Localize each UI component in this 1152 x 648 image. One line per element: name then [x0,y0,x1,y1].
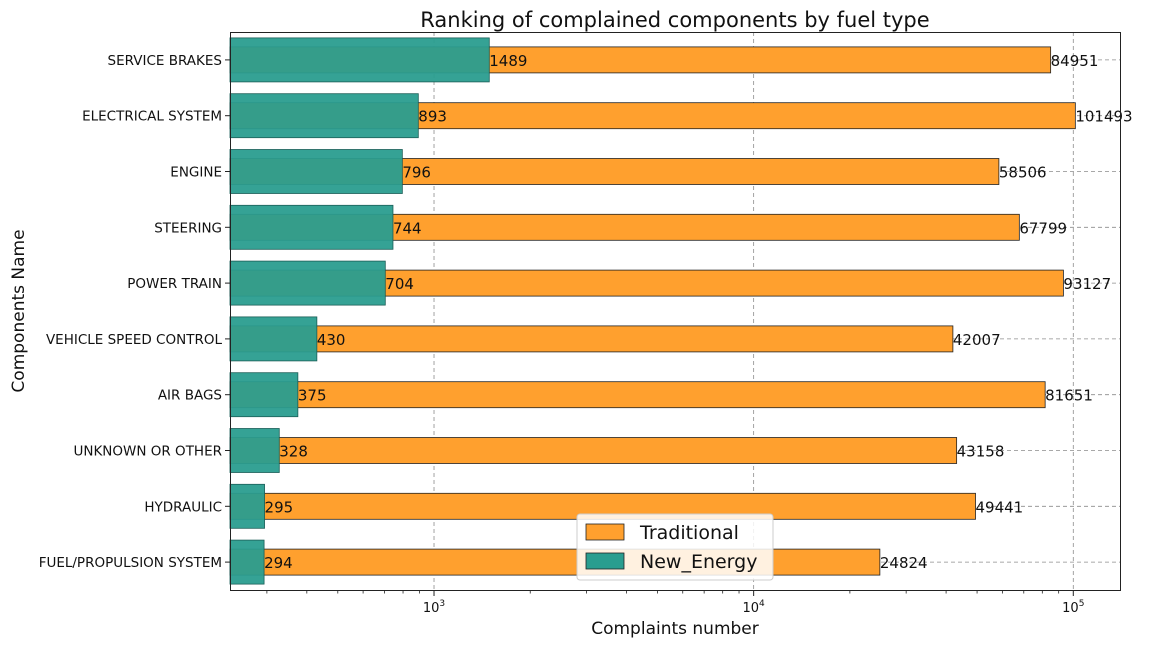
bar-new-energy [229,483,265,529]
value-label-new-energy: 893 [418,108,447,126]
chart-title: Ranking of complained components by fuel… [420,8,929,32]
bar-new-energy [229,316,318,362]
bar-new-energy [229,93,419,139]
value-label-traditional: 58506 [999,164,1047,182]
category-label: SERVICE BRAKES [108,53,223,69]
value-label-traditional: 43158 [957,443,1005,461]
bar-new-energy [229,37,490,83]
value-label-new-energy: 430 [317,331,346,349]
bar-new-energy [229,204,394,250]
category-label: STEERING [154,220,222,236]
value-label-new-energy: 704 [385,275,414,293]
bar-new-energy [229,372,299,418]
x-axis: 103 104 105 [266,590,1084,616]
value-label-new-energy: 294 [264,554,293,572]
bar-traditional [229,381,1046,409]
x-tick-label: 104 [743,599,766,616]
value-label-new-energy: 295 [265,498,294,516]
category-label: AIR BAGS [158,388,222,404]
value-label-new-energy: 375 [298,387,327,405]
category-label: POWER TRAIN [127,276,222,292]
value-label-new-energy: 328 [279,443,308,461]
x-tick-label: 103 [423,599,445,616]
category-label: ENGINE [170,165,222,181]
legend-label: New_Energy [640,551,757,573]
x-tick-label: 105 [1062,599,1084,616]
category-axis: SERVICE BRAKES ELECTRICAL SYSTEM ENGINE STE… [39,53,230,571]
value-label-traditional: 84951 [1051,52,1099,70]
y-axis-title: Components Name [9,229,29,392]
bar-traditional [229,548,881,576]
legend-box [576,513,774,581]
value-label-new-energy: 744 [393,219,422,237]
category-label: VEHICLE SPEED CONTROL [46,332,223,348]
category-label: HYDRAULIC [144,499,222,515]
value-label-traditional: 49441 [976,498,1024,516]
bar-new-energy [229,260,386,306]
value-labels: 84951 101493 58506 67799 93127 42007 81651 4315… [264,52,1133,572]
category-label: ELECTRICAL SYSTEM [82,109,222,125]
legend-swatch [585,523,625,541]
x-axis-title: Complaints number [591,619,759,639]
value-label-traditional: 67799 [1019,219,1067,237]
value-label-traditional: 24824 [880,554,928,572]
value-label-traditional: 42007 [953,331,1001,349]
bar-traditional [229,437,958,464]
category-label: FUEL/PROPULSION SYSTEM [39,555,222,571]
bars [229,37,1076,585]
value-label-traditional: 101493 [1075,108,1132,126]
legend: Traditional New_Energy [576,513,774,581]
category-label: UNKNOWN OR OTHER [73,444,222,460]
value-label-new-energy: 1489 [489,52,527,70]
plot-frame [230,32,1121,591]
value-label-traditional: 81651 [1045,387,1093,405]
value-label-new-energy: 796 [402,164,431,182]
bar-new-energy [229,539,265,585]
bar-new-energy [229,428,280,473]
legend-label: Traditional [639,522,739,544]
value-label-traditional: 93127 [1063,275,1111,293]
bar-new-energy [229,149,403,194]
legend-swatch [585,552,625,570]
